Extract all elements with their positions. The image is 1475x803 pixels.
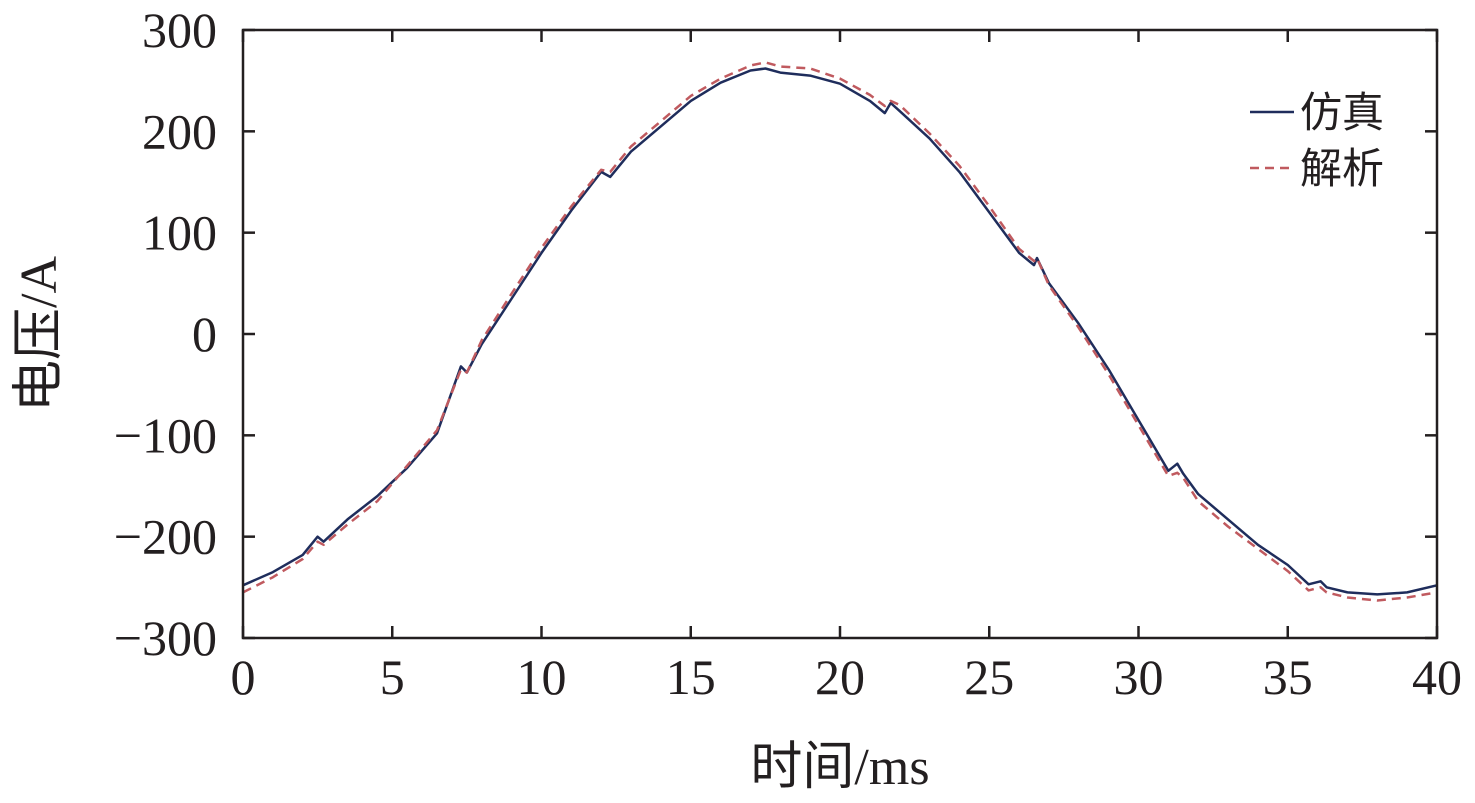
- x-tick-label: 20: [815, 649, 865, 705]
- y-axis-title: 电压/A: [11, 256, 68, 412]
- x-tick-label: 0: [231, 649, 256, 705]
- x-tick-label: 25: [964, 649, 1014, 705]
- x-axis-title: 时间/ms: [750, 739, 929, 796]
- x-tick-label: 35: [1263, 649, 1313, 705]
- x-tick-label: 15: [666, 649, 716, 705]
- series-line-2: [242, 61, 1438, 602]
- x-axis-ticks: 0 5 10 15 20 25 30 35 40: [231, 30, 1462, 705]
- y-tick-label: 300: [142, 2, 217, 58]
- legend-label-2: 解析: [1300, 147, 1384, 193]
- x-tick-label: 5: [380, 649, 405, 705]
- series-line-1: [242, 67, 1438, 596]
- y-tick-label: −300: [114, 610, 217, 666]
- series-layer: [242, 61, 1438, 602]
- y-tick-label: 200: [142, 103, 217, 159]
- y-tick-label: −200: [114, 509, 217, 565]
- x-tick-label: 40: [1412, 649, 1462, 705]
- y-tick-label: −100: [114, 407, 217, 463]
- y-tick-label: 100: [142, 205, 217, 261]
- y-axis-ticks: −300 −200 −100 0 100 200 300: [114, 2, 1437, 666]
- x-tick-label: 10: [517, 649, 567, 705]
- plot-area-frame: [241, 28, 1439, 640]
- x-tick-label: 30: [1114, 649, 1164, 705]
- y-tick-label: 0: [192, 306, 217, 362]
- legend-label-1: 仿真: [1300, 91, 1384, 137]
